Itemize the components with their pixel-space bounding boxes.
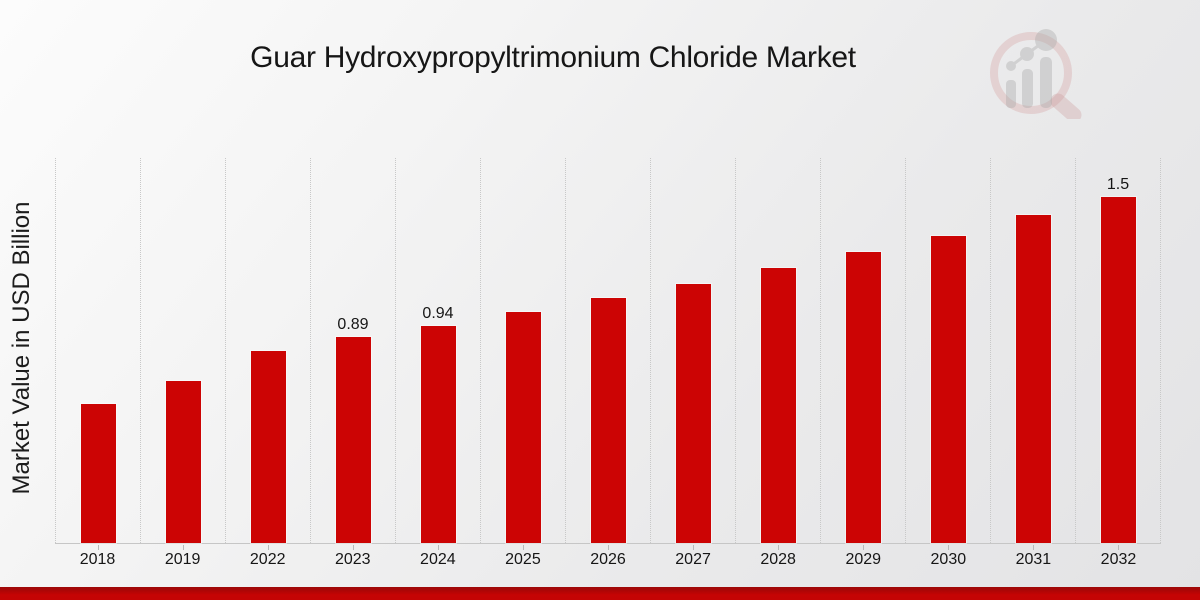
bar-2026 — [590, 298, 626, 543]
bar-2018 — [80, 404, 116, 543]
x-axis-tick-label-2028: 2028 — [736, 545, 821, 569]
category-cell-2022 — [226, 158, 311, 543]
x-axis-tick-label-2025: 2025 — [480, 545, 565, 569]
bar-2032 — [1100, 196, 1136, 543]
bar-2025 — [505, 312, 541, 543]
category-cell-2019 — [141, 158, 226, 543]
bar-2029 — [845, 252, 881, 543]
bar-2027 — [675, 284, 711, 543]
bottom-banner — [0, 587, 1200, 600]
bar-value-label-2023: 0.89 — [337, 316, 369, 334]
x-axis-tick-label-2024: 2024 — [395, 545, 480, 569]
x-axis-tick-label-2027: 2027 — [651, 545, 736, 569]
category-cell-2023: 0.89 — [311, 158, 396, 543]
category-cell-2030 — [906, 158, 991, 543]
bar-2019 — [165, 381, 201, 543]
bar-2022 — [250, 351, 286, 543]
bar-2030 — [930, 235, 966, 543]
gridline-cells: 0.89 0.94 1.5 — [55, 158, 1161, 543]
plot-area: 0.89 0.94 1.5 — [55, 158, 1161, 544]
bar-2028 — [760, 268, 796, 543]
category-cell-2031 — [991, 158, 1076, 543]
bar-value-label-2024: 0.94 — [422, 304, 454, 322]
bar-2031 — [1015, 215, 1051, 543]
x-axis: 2018 2019 2022 2023 2024 2025 2026 2027 2028 2029… — [55, 545, 1161, 569]
brand-logo — [985, 24, 1085, 123]
y-axis-label: Market Value in USD Billion — [8, 201, 35, 495]
category-cell-2018 — [56, 158, 141, 543]
x-axis-tick-label-2018: 2018 — [55, 545, 140, 569]
category-cell-2028 — [736, 158, 821, 543]
x-axis-tick-label-2031: 2031 — [991, 545, 1076, 569]
category-cell-2026 — [566, 158, 651, 543]
category-cell-2029 — [821, 158, 906, 543]
category-cell-2025 — [481, 158, 566, 543]
x-axis-tick-label-2022: 2022 — [225, 545, 310, 569]
bar-2024 — [420, 325, 456, 543]
magnifier-growth-chart-logo-icon — [990, 29, 1082, 123]
bar-2023 — [335, 337, 371, 543]
x-axis-tick-label-2019: 2019 — [140, 545, 225, 569]
x-axis-tick-label-2029: 2029 — [821, 545, 906, 569]
x-axis-tick-label-2030: 2030 — [906, 545, 991, 569]
bar-value-label-2032: 1.5 — [1106, 175, 1130, 193]
x-axis-tick-label-2026: 2026 — [565, 545, 650, 569]
category-cell-2027 — [651, 158, 736, 543]
x-axis-tick-label-2032: 2032 — [1076, 545, 1161, 569]
category-cell-2024: 0.94 — [396, 158, 481, 543]
category-cell-2032: 1.5 — [1076, 158, 1161, 543]
chart-title: Guar Hydroxypropyltrimonium Chloride Mar… — [250, 41, 856, 74]
x-axis-tick-label-2023: 2023 — [310, 545, 395, 569]
